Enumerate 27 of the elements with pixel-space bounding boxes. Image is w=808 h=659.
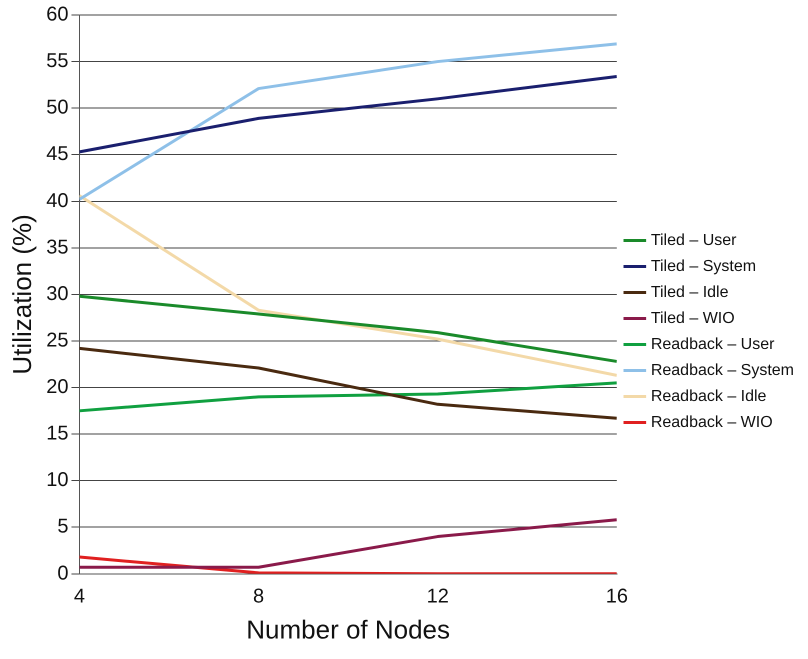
y-tick-label: 30 xyxy=(46,282,68,305)
legend-label: Readback – User xyxy=(650,336,776,353)
y-axis-title: Utilization (%) xyxy=(6,214,37,375)
x-tick-label: 12 xyxy=(426,585,449,608)
y-tick-label: 50 xyxy=(46,96,68,119)
legend-label: Readback – System xyxy=(650,362,794,379)
legend-label: Tiled – System xyxy=(650,258,756,275)
x-tick-label: 16 xyxy=(606,585,628,608)
y-tick-label: 40 xyxy=(46,190,68,212)
y-tick-label: 25 xyxy=(46,329,68,352)
legend-label: Readback – Idle xyxy=(650,388,767,405)
y-tick-label: 0 xyxy=(57,562,68,584)
x-tick-label: 8 xyxy=(253,585,264,608)
legend-label: Tiled – Idle xyxy=(650,284,729,301)
y-tick-label: 15 xyxy=(46,422,68,445)
y-tick-label: 5 xyxy=(57,516,68,538)
y-tick-label: 55 xyxy=(46,50,68,72)
y-tick-label: 45 xyxy=(46,143,68,166)
y-tick-label: 60 xyxy=(46,4,68,26)
y-tick-label: 20 xyxy=(46,376,68,398)
x-tick-label: 4 xyxy=(74,585,86,608)
y-tick-label: 10 xyxy=(46,469,68,492)
x-axis-title: Number of Nodes xyxy=(246,614,450,645)
legend-label: Tiled – User xyxy=(650,232,738,249)
y-tick-label: 35 xyxy=(46,236,68,258)
legend-label: Tiled – WIO xyxy=(650,310,735,327)
legend-label: Readback – WIO xyxy=(650,414,773,431)
